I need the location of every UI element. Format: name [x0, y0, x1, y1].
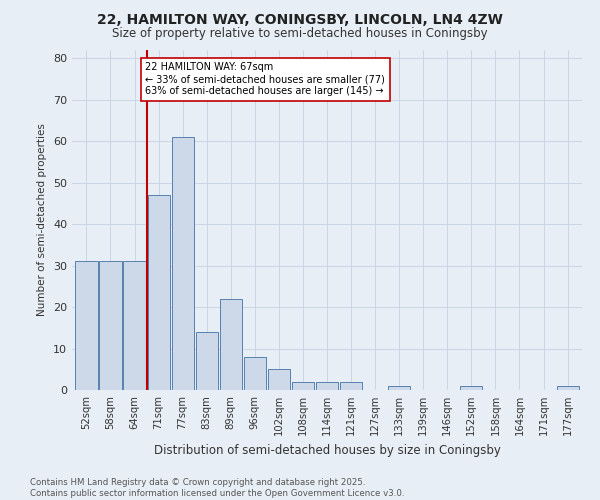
- Bar: [268, 370, 290, 390]
- Bar: [244, 357, 266, 390]
- Bar: [388, 386, 410, 390]
- Bar: [220, 299, 242, 390]
- Y-axis label: Number of semi-detached properties: Number of semi-detached properties: [37, 124, 47, 316]
- Bar: [292, 382, 314, 390]
- Bar: [172, 137, 194, 390]
- Bar: [76, 262, 98, 390]
- Bar: [196, 332, 218, 390]
- Bar: [460, 386, 482, 390]
- Bar: [148, 195, 170, 390]
- X-axis label: Distribution of semi-detached houses by size in Coningsby: Distribution of semi-detached houses by …: [154, 444, 500, 456]
- Text: Contains HM Land Registry data © Crown copyright and database right 2025.
Contai: Contains HM Land Registry data © Crown c…: [30, 478, 404, 498]
- Bar: [316, 382, 338, 390]
- Bar: [340, 382, 362, 390]
- Bar: [100, 262, 122, 390]
- Text: 22, HAMILTON WAY, CONINGSBY, LINCOLN, LN4 4ZW: 22, HAMILTON WAY, CONINGSBY, LINCOLN, LN…: [97, 12, 503, 26]
- Text: Size of property relative to semi-detached houses in Coningsby: Size of property relative to semi-detach…: [112, 28, 488, 40]
- Text: 22 HAMILTON WAY: 67sqm
← 33% of semi-detached houses are smaller (77)
63% of sem: 22 HAMILTON WAY: 67sqm ← 33% of semi-det…: [145, 62, 385, 96]
- Bar: [557, 386, 578, 390]
- Bar: [124, 262, 146, 390]
